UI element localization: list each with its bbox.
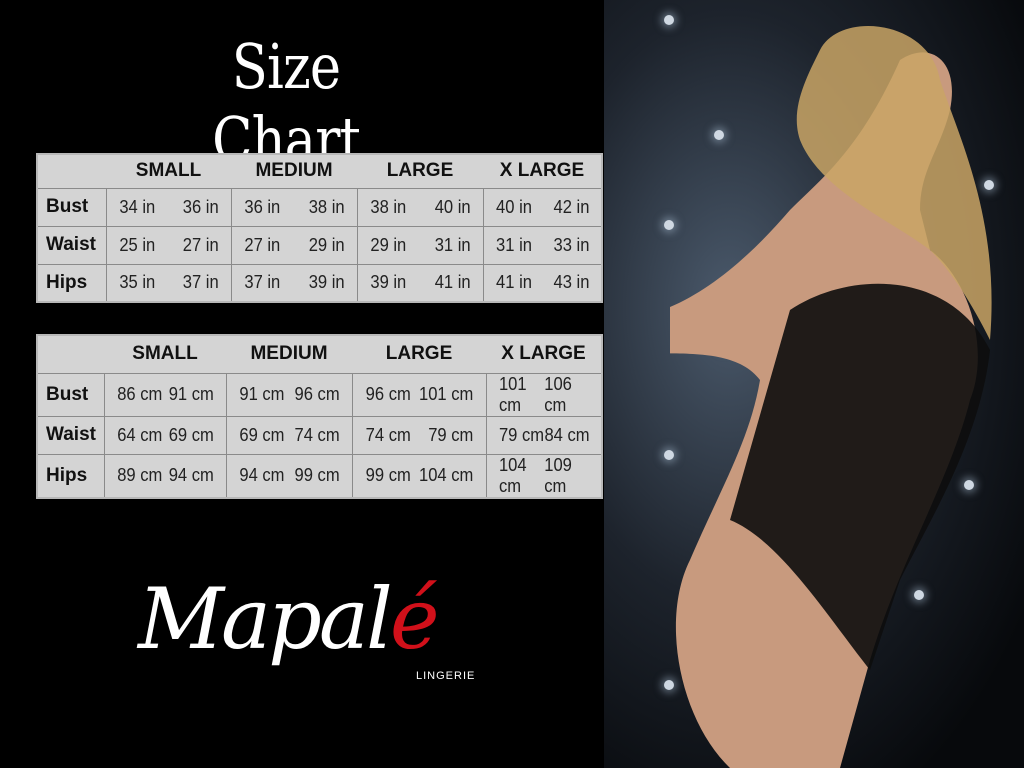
size-header-large: LARGE — [352, 334, 486, 374]
range-max: 33 in — [553, 234, 589, 255]
range-min: 39 in — [369, 272, 406, 293]
size-range-cell: 91 cm 96 cm — [225, 372, 353, 417]
range-max: 79 cm — [427, 424, 473, 445]
range-min: 27 in — [243, 234, 280, 255]
range-max: 36 in — [182, 196, 219, 217]
range-min: 41 in — [495, 272, 532, 293]
size-header-medium: MEDIUM — [226, 334, 352, 374]
size-table-inches: SMALL MEDIUM LARGE X LARGE Bust 34 in 36 i… — [36, 153, 603, 303]
range-max: 42 in — [553, 196, 589, 217]
range-max: 74 cm — [294, 424, 340, 445]
range-max: 99 cm — [294, 465, 340, 485]
range-max: 91 cm — [168, 384, 214, 404]
range-min: 89 cm — [116, 465, 162, 485]
size-range-cell: 29 in 31 in — [356, 225, 484, 265]
range-max: 31 in — [434, 234, 471, 255]
size-range-cell: 69 cm 74 cm — [225, 415, 353, 455]
range-min: 35 in — [118, 272, 155, 293]
size-range-cell: 94 cm 99 cm — [225, 453, 353, 498]
range-max: 27 in — [182, 234, 219, 255]
range-min: 40 in — [495, 196, 532, 217]
range-max: 39 in — [308, 272, 345, 293]
size-range-cell: 35 in 37 in — [105, 263, 232, 303]
range-max: 96 cm — [294, 384, 340, 404]
size-range-cell: 104 cm 109 cm — [485, 453, 603, 498]
table-header-row: SMALL MEDIUM LARGE X LARGE — [37, 334, 602, 374]
size-range-cell: 99 cm 104 cm — [351, 453, 487, 498]
brand-logo: Mapalé LINGERIE — [138, 570, 476, 682]
table-row-hips: Hips 35 in 37 in 37 in 39 in 39 in 41 in 41 in 4… — [36, 263, 603, 303]
range-min: 74 cm — [365, 424, 411, 445]
range-max: 38 in — [308, 196, 345, 217]
range-min: 101 cm — [498, 373, 527, 415]
range-min: 25 in — [118, 234, 155, 255]
size-range-cell: 64 cm 69 cm — [103, 415, 227, 455]
range-min: 69 cm — [238, 424, 284, 445]
table-row-waist: Waist 64 cm 69 cm 69 cm 74 cm 74 cm 79 cm 79 cm… — [36, 415, 603, 455]
range-min: 91 cm — [238, 384, 284, 404]
size-header-small: SMALL — [104, 334, 226, 374]
size-range-cell: 39 in 41 in — [356, 263, 484, 303]
row-label: Waist — [36, 225, 107, 265]
size-range-cell: 36 in 38 in — [230, 187, 358, 227]
range-max: 84 cm — [543, 424, 590, 445]
row-label: Hips — [36, 453, 105, 498]
row-label: Hips — [36, 263, 107, 303]
size-range-cell: 89 cm 94 cm — [103, 453, 227, 498]
size-range-cell: 86 cm 91 cm — [103, 372, 227, 417]
range-max: 94 cm — [168, 465, 214, 485]
range-min: 99 cm — [365, 465, 411, 485]
row-label: Bust — [36, 187, 107, 227]
range-min: 64 cm — [116, 424, 162, 445]
size-range-cell: 37 in 39 in — [230, 263, 358, 303]
table-row-bust: Bust 86 cm 91 cm 91 cm 96 cm 96 cm 101 cm 101 c… — [36, 372, 603, 417]
range-min: 29 in — [369, 234, 406, 255]
size-range-cell: 41 in 43 in — [482, 263, 603, 303]
range-max: 69 cm — [168, 424, 214, 445]
range-min: 36 in — [243, 196, 280, 217]
row-label: Bust — [36, 372, 105, 417]
range-min: 86 cm — [116, 384, 162, 404]
size-range-cell: 38 in 40 in — [356, 187, 484, 227]
size-range-cell: 40 in 42 in — [482, 187, 603, 227]
range-min: 34 in — [118, 196, 155, 217]
range-max: 41 in — [434, 272, 471, 293]
range-max: 104 cm — [418, 465, 473, 485]
table-row-bust: Bust 34 in 36 in 36 in 38 in 38 in 40 in 40 in 4… — [36, 187, 603, 227]
table-header-row: SMALL MEDIUM LARGE X LARGE — [37, 153, 602, 189]
model-figure — [670, 26, 992, 768]
table-row-hips: Hips 89 cm 94 cm 94 cm 99 cm 99 cm 104 cm 104 c… — [36, 453, 603, 498]
size-header-medium: MEDIUM — [231, 153, 357, 189]
size-header-large: LARGE — [357, 153, 483, 189]
size-header-xlarge: X LARGE — [486, 334, 602, 374]
size-range-cell: 27 in 29 in — [230, 225, 358, 265]
range-max: 109 cm — [543, 454, 572, 496]
size-range-cell: 74 cm 79 cm — [351, 415, 487, 455]
size-range-cell: 79 cm 84 cm — [485, 415, 603, 455]
size-range-cell: 25 in 27 in — [105, 225, 232, 265]
size-range-cell: 31 in 33 in — [482, 225, 603, 265]
size-range-cell: 101 cm 106 cm — [485, 372, 603, 417]
range-max: 37 in — [182, 272, 219, 293]
range-min: 104 cm — [498, 454, 527, 496]
range-min: 31 in — [495, 234, 532, 255]
row-label: Waist — [36, 415, 105, 455]
range-min: 38 in — [369, 196, 406, 217]
size-range-cell: 34 in 36 in — [105, 187, 232, 227]
range-max: 29 in — [308, 234, 345, 255]
size-range-cell: 96 cm 101 cm — [351, 372, 487, 417]
table-row-waist: Waist 25 in 27 in 27 in 29 in 29 in 31 in 31 in… — [36, 225, 603, 265]
range-min: 37 in — [243, 272, 280, 293]
range-min: 79 cm — [498, 424, 544, 445]
size-table-cm: SMALL MEDIUM LARGE X LARGE Bust 86 cm 91 c… — [36, 334, 603, 499]
range-max: 106 cm — [543, 373, 572, 415]
size-header-xlarge: X LARGE — [483, 153, 602, 189]
range-min: 96 cm — [365, 384, 411, 404]
range-max: 40 in — [434, 196, 471, 217]
size-header-small: SMALL — [106, 153, 231, 189]
range-max: 43 in — [553, 272, 589, 293]
range-max: 101 cm — [418, 384, 473, 404]
range-min: 94 cm — [238, 465, 284, 485]
